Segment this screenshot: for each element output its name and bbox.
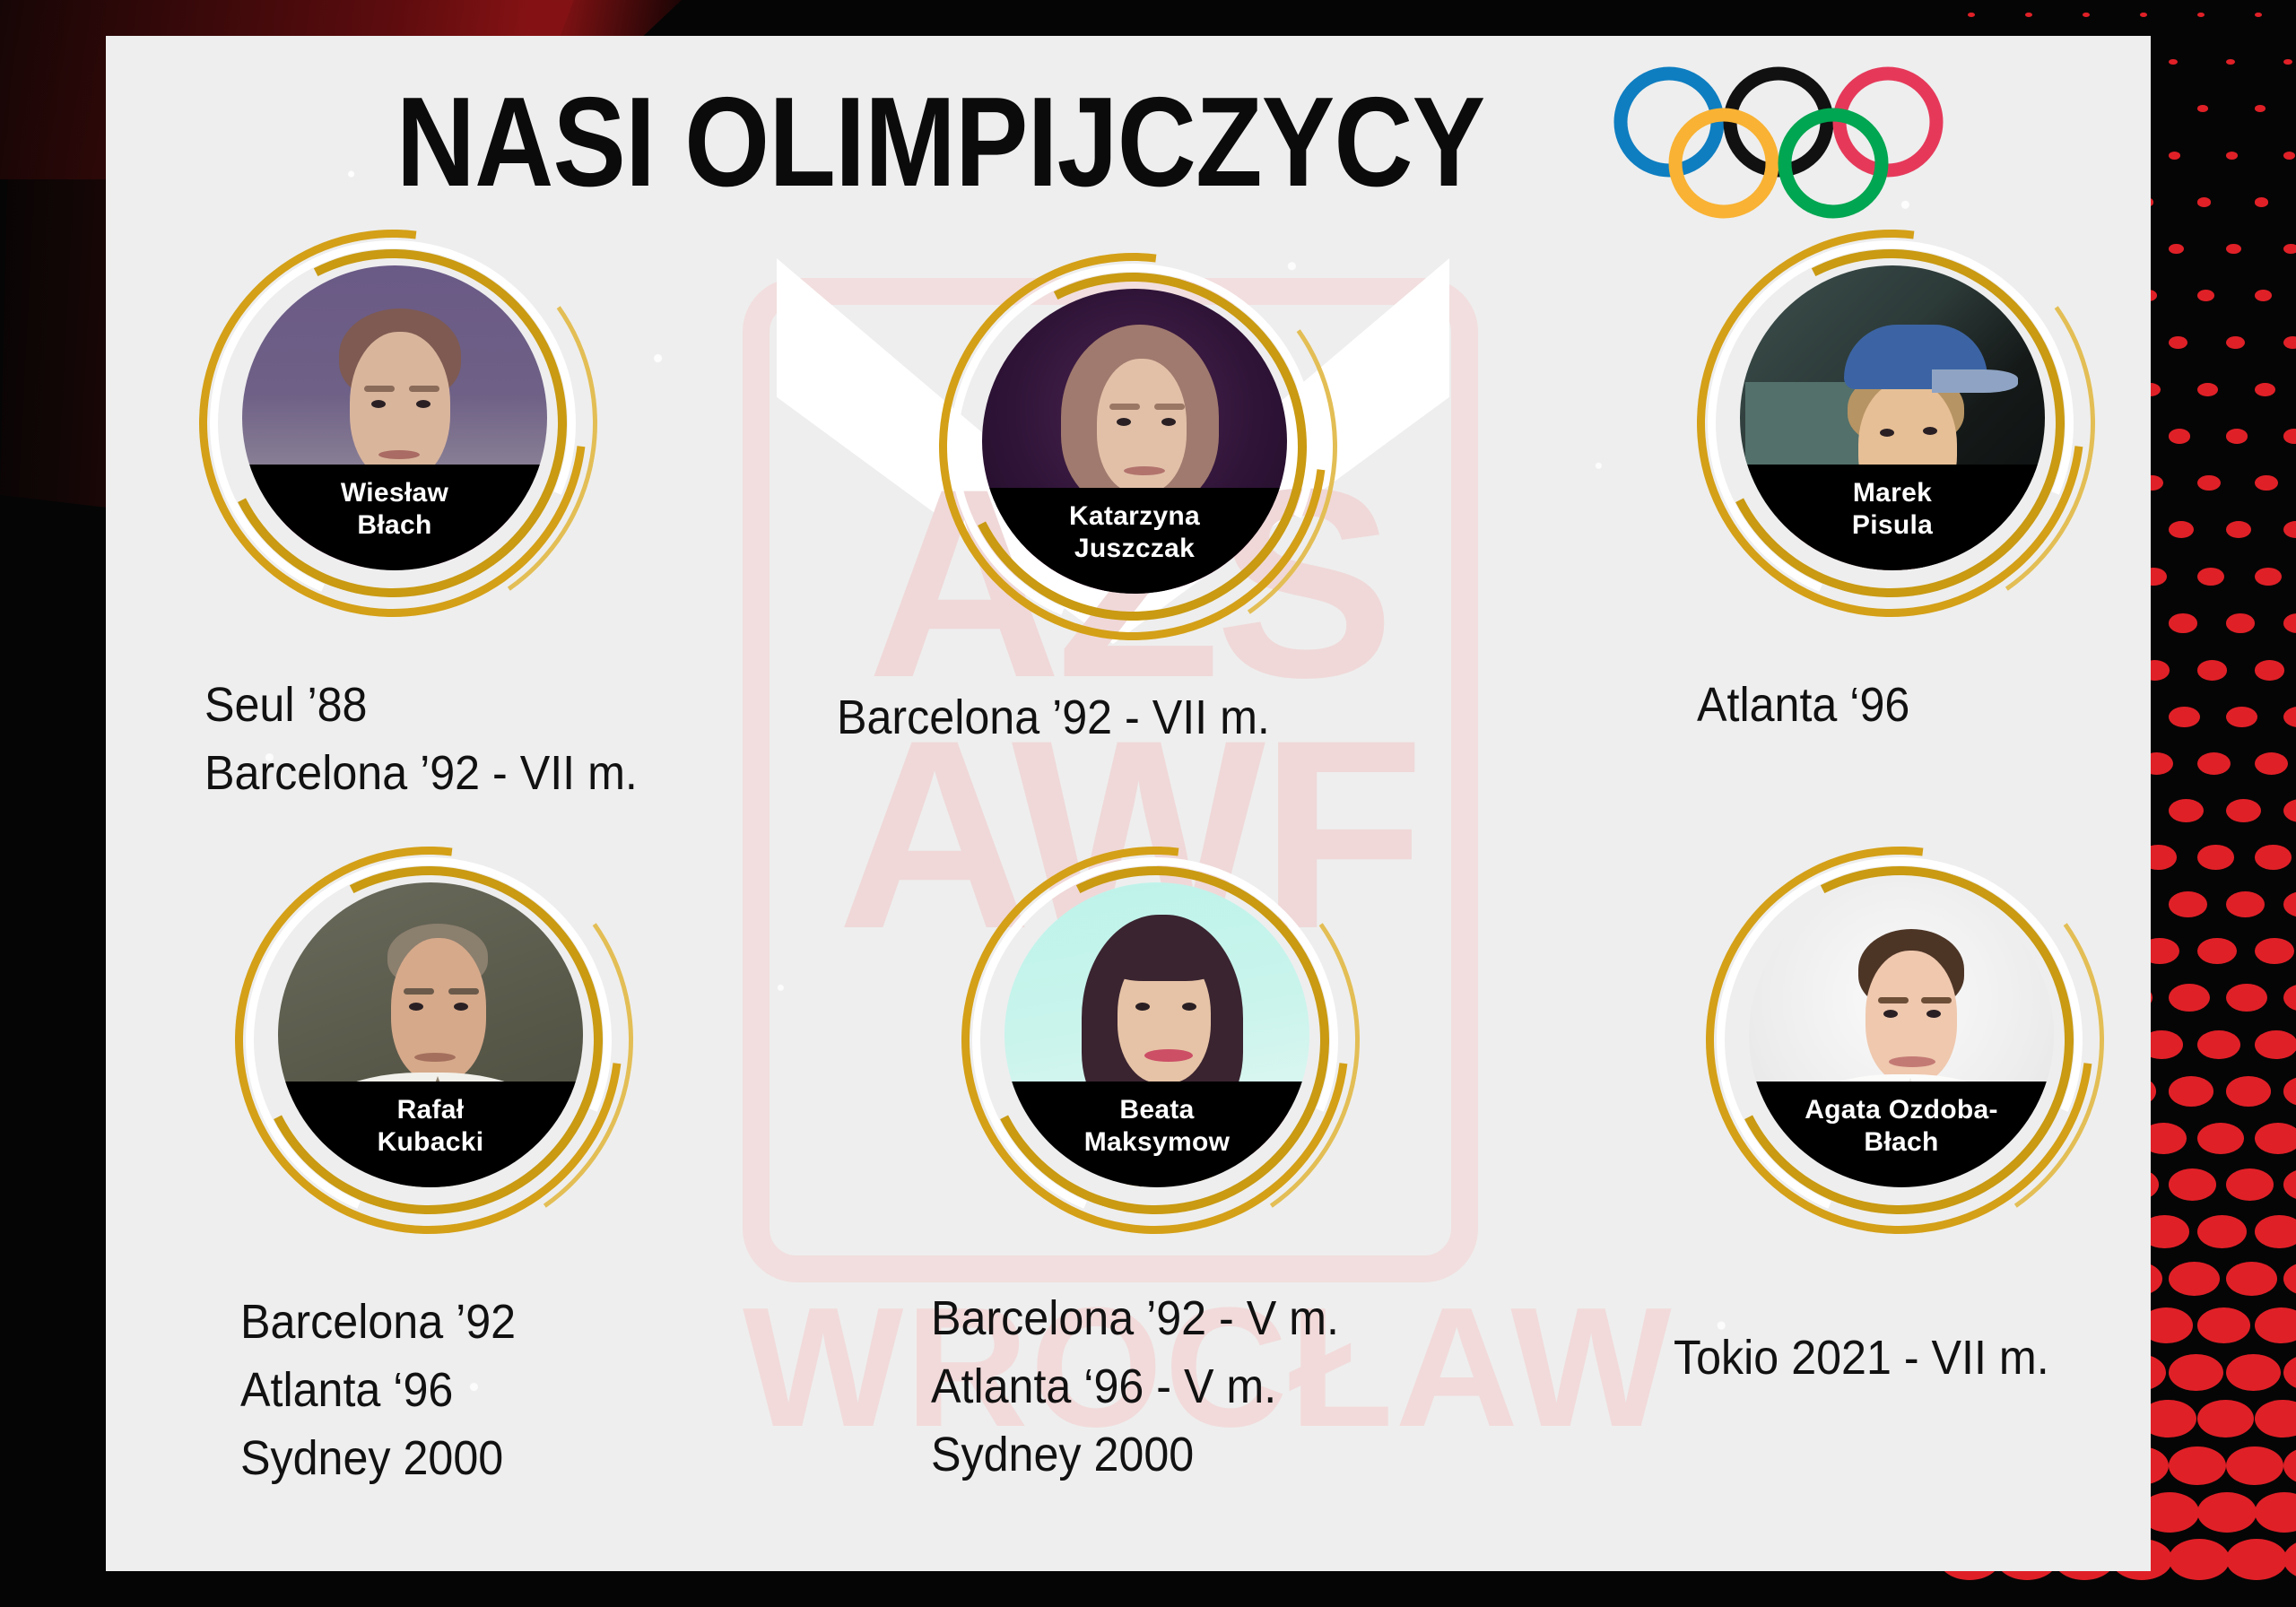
athlete-nameplate: Rafał Kubacki — [278, 1081, 583, 1187]
athlete-caption-line: Barcelona ’92 - V m. — [931, 1291, 1339, 1345]
athlete-photo: Agata Ozdoba- Błach — [1749, 882, 2054, 1187]
athlete-nameplate: Wiesław Błach — [242, 465, 547, 570]
olympic-rings-icon — [1613, 66, 1944, 219]
athlete-first-name: Agata Ozdoba- — [1805, 1095, 1998, 1125]
athlete-last-name: Juszczak — [1074, 534, 1196, 563]
portrait-marek-pisula: Marek Pisula — [1618, 151, 2151, 696]
athlete-caption-line: Barcelona ’92 - VII m. — [204, 746, 638, 800]
athlete-nameplate: Beata Maksymow — [1004, 1081, 1309, 1187]
athlete-card-beata-maksymow[interactable]: Beata Maksymow Barcelona ’92 - V m. Atla… — [883, 768, 1428, 1489]
athlete-last-name: Pisula — [1851, 510, 1934, 540]
athlete-first-name: Wiesław — [340, 478, 449, 508]
poster-board: AZS AWF WROCŁAW NASI OLIMPIJCZYCY — [106, 36, 2151, 1571]
athlete-photo: Katarzyna Juszczak — [982, 289, 1287, 594]
athlete-first-name: Marek — [1852, 478, 1933, 508]
athlete-nameplate: Katarzyna Juszczak — [982, 488, 1287, 594]
athlete-caption-line: Barcelona ’92 — [240, 1295, 517, 1349]
athlete-caption-line: Atlanta ‘96 — [240, 1363, 454, 1417]
athlete-nameplate: Agata Ozdoba- Błach — [1749, 1081, 2054, 1187]
athlete-card-agata-ozdoba-blach[interactable]: Agata Ozdoba- Błach Tokio 2021 - VII m. — [1627, 768, 2151, 1392]
portrait-katarzyna-juszczak: Katarzyna Juszczak — [860, 174, 1405, 719]
portrait-agata-ozdoba-blach: Agata Ozdoba- Błach — [1627, 768, 2151, 1313]
athletes-grid: Wiesław Błach Seul ’88 Barcelona ’92 - V… — [106, 36, 2151, 1571]
portrait-wieslaw-blach: Wiesław Błach — [120, 151, 665, 696]
athlete-caption-line: Seul ’88 — [204, 678, 368, 732]
athlete-card-katarzyna-juszczak[interactable]: Katarzyna Juszczak Barcelona ’92 - VII m… — [837, 174, 1405, 751]
athlete-last-name: Błach — [1864, 1127, 1939, 1157]
athlete-first-name: Katarzyna — [1068, 501, 1201, 531]
athlete-caption-line: Sydney 2000 — [240, 1431, 504, 1485]
athlete-caption-line: Atlanta ‘96 - V m. — [931, 1359, 1277, 1413]
athlete-first-name: Rafał — [396, 1095, 465, 1125]
athlete-nameplate: Marek Pisula — [1740, 465, 2045, 570]
athlete-photo: Wiesław Błach — [242, 265, 547, 570]
athlete-last-name: Maksymow — [1083, 1127, 1231, 1157]
athlete-photo: Rafał Kubacki — [278, 882, 583, 1187]
athlete-caption-line: Barcelona ’92 - VII m. — [837, 691, 1270, 744]
athlete-last-name: Kubacki — [377, 1127, 484, 1157]
portrait-beata-maksymow: Beata Maksymow — [883, 768, 1428, 1313]
athlete-caption-line: Tokio 2021 - VII m. — [1674, 1331, 2049, 1385]
athlete-caption-line: Atlanta ‘96 — [1697, 678, 1910, 732]
athlete-last-name: Błach — [357, 510, 432, 540]
athlete-card-marek-pisula[interactable]: Marek Pisula Atlanta ‘96 — [1618, 151, 2151, 739]
athlete-first-name: Beata — [1119, 1095, 1195, 1125]
athlete-caption-line: Sydney 2000 — [931, 1428, 1195, 1481]
poster-header: NASI OLIMPIJCZYCY — [106, 66, 2151, 219]
page-title: NASI OLIMPIJCZYCY — [396, 71, 1485, 213]
portrait-rafal-kubacki: Rafał Kubacki — [156, 768, 701, 1313]
athlete-photo: Beata Maksymow — [1004, 882, 1309, 1187]
athlete-card-wieslaw-blach[interactable]: Wiesław Błach Seul ’88 Barcelona ’92 - V… — [120, 151, 670, 807]
athlete-photo: Marek Pisula — [1740, 265, 2045, 570]
athlete-card-rafal-kubacki[interactable]: Rafał Kubacki Barcelona ’92 Atlanta ‘96 … — [156, 768, 701, 1492]
